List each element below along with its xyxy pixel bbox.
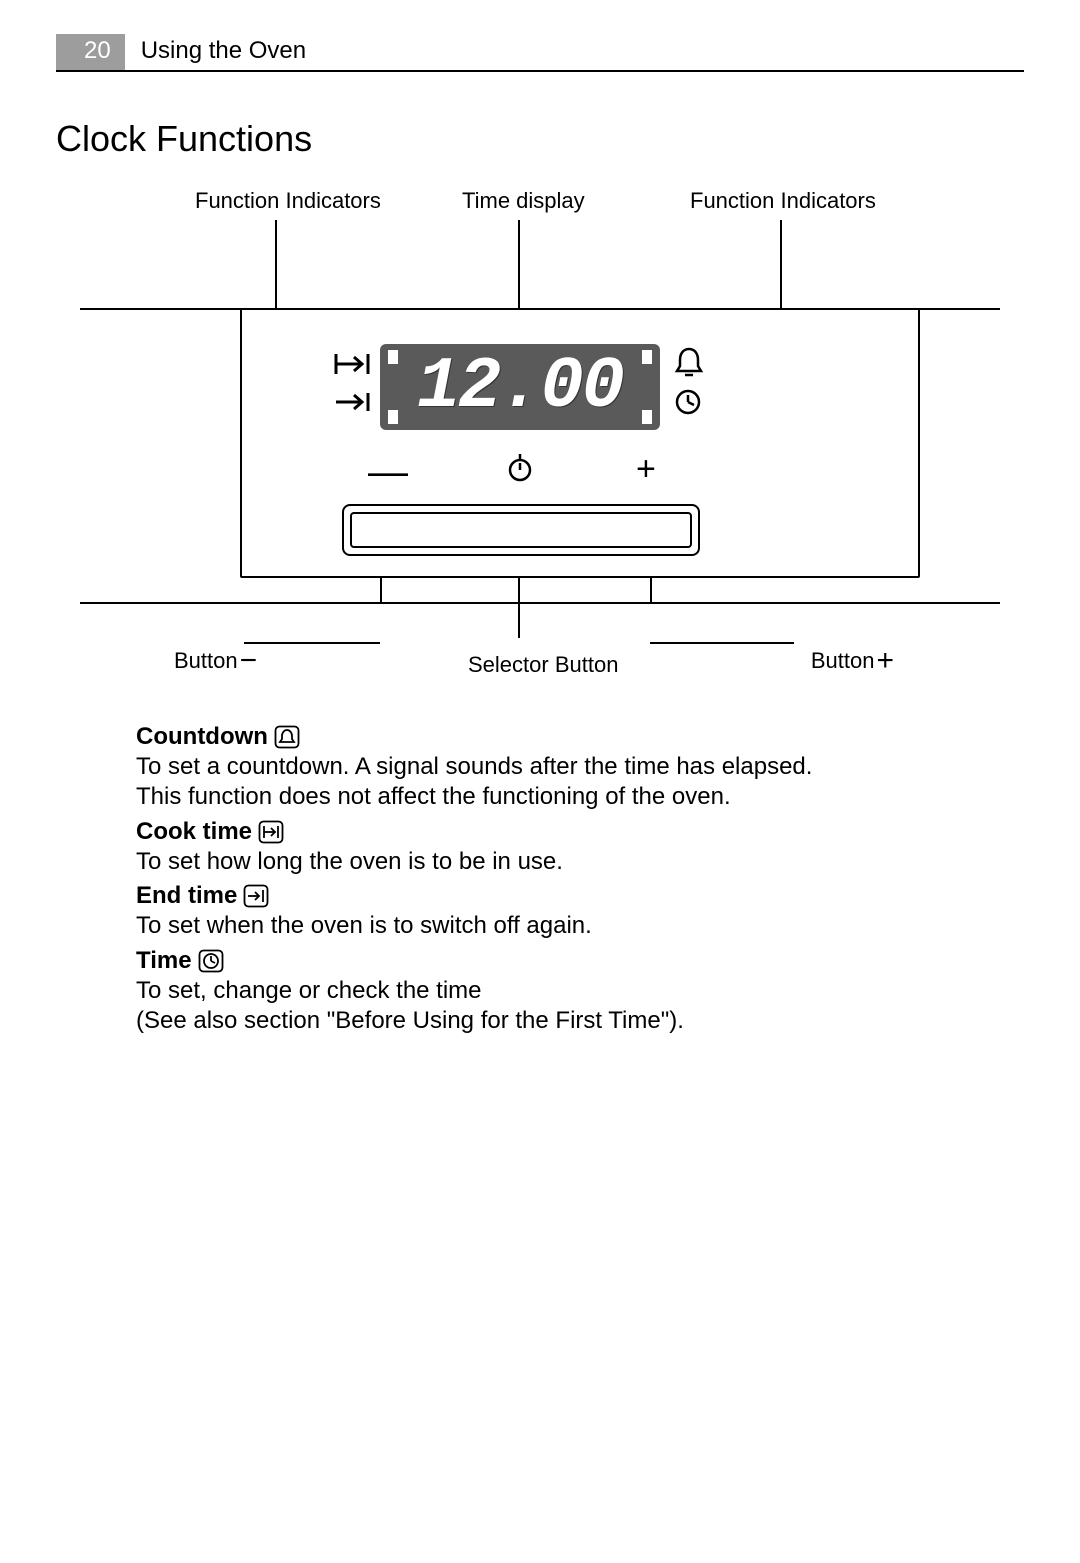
term-cook-time: Cook time: [136, 817, 1024, 847]
header-section-title: Using the Oven: [125, 34, 306, 70]
time-desc-1: To set, change or check the time: [136, 976, 1024, 1006]
callout-line: [650, 642, 794, 644]
selector-button[interactable]: [506, 452, 534, 482]
plus-sign: +: [874, 644, 896, 678]
label-selector-button: Selector Button: [468, 652, 618, 678]
end-time-icon: [243, 884, 269, 908]
cook-time-icon: [334, 352, 372, 376]
callout-line: [518, 220, 520, 308]
countdown-desc-1: To set a countdown. A signal sounds afte…: [136, 752, 1024, 782]
label-button-plus: Button +: [811, 644, 896, 678]
label-time-display: Time display: [462, 188, 585, 214]
end-time-icon: [334, 392, 372, 412]
term-countdown: Countdown: [136, 722, 1024, 752]
plus-button[interactable]: +: [636, 452, 656, 486]
lcd-display: 12.00: [380, 344, 660, 430]
term-time: Time: [136, 946, 1024, 976]
page-header: 20 Using the Oven: [56, 34, 1024, 72]
panel-bar: [342, 504, 700, 556]
clock-icon: [198, 949, 224, 973]
clock-icon: [674, 388, 702, 416]
countdown-desc-2: This function does not affect the functi…: [136, 782, 1024, 812]
bell-icon: [274, 725, 300, 749]
callout-line: [780, 220, 782, 308]
clock-diagram: Function Indicators Time display Functio…: [80, 188, 1000, 678]
callout-line: [80, 602, 1000, 604]
cook-time-icon: [258, 820, 284, 844]
label-function-indicators-right: Function Indicators: [690, 188, 876, 214]
time-desc-2: (See also section "Before Using for the …: [136, 1006, 1024, 1036]
label-function-indicators-left: Function Indicators: [195, 188, 381, 214]
minus-button[interactable]: —: [368, 452, 408, 492]
callout-line: [275, 220, 277, 308]
label-button-minus: Button −: [174, 644, 259, 678]
definitions-list: Countdown To set a countdown. A signal s…: [136, 722, 1024, 1036]
cook-time-desc: To set how long the oven is to be in use…: [136, 847, 1024, 877]
callout-line: [518, 578, 520, 638]
minus-sign: −: [238, 644, 260, 678]
callout-line: [650, 578, 652, 602]
callout-line: [380, 578, 382, 602]
term-end-time: End time: [136, 881, 1024, 911]
page-number: 20: [56, 34, 125, 70]
end-time-desc: To set when the oven is to switch off ag…: [136, 911, 1024, 941]
page-title: Clock Functions: [56, 118, 1080, 160]
callout-line: [244, 642, 380, 644]
bell-icon: [674, 346, 704, 378]
lcd-time-value: 12.00: [417, 346, 623, 428]
oven-clock-panel: 12.00 — +: [240, 308, 920, 578]
